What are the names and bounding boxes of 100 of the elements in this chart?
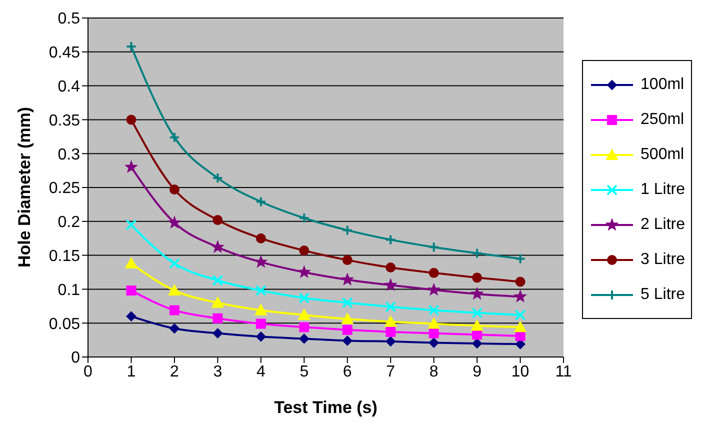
point — [125, 160, 138, 172]
x-tick-label: 7 — [386, 363, 396, 380]
point — [169, 324, 180, 334]
x-tick-label: 9 — [472, 363, 482, 380]
point — [299, 322, 310, 332]
point — [212, 296, 224, 308]
legend-label: 5 Litre — [640, 286, 685, 304]
point — [126, 219, 137, 230]
point — [255, 196, 266, 208]
point — [514, 309, 526, 320]
x-tick-label: 5 — [300, 363, 309, 380]
point — [385, 301, 396, 312]
x-tick-label: 2 — [170, 363, 180, 380]
x-tick-label: 8 — [429, 363, 438, 380]
point — [342, 255, 352, 266]
point — [470, 288, 484, 300]
point — [212, 313, 223, 324]
y-tick-label: 0.35 — [48, 112, 80, 130]
legend-label: 250ml — [640, 110, 684, 128]
legend-label: 1 Litre — [640, 180, 685, 198]
point — [125, 257, 138, 268]
point — [212, 172, 224, 184]
point — [472, 338, 482, 348]
y-tick-label: 0.3 — [58, 146, 80, 164]
point — [254, 304, 267, 316]
point — [472, 272, 482, 283]
point — [472, 248, 483, 259]
x-tick-label: 6 — [342, 363, 352, 380]
x-tick-label: 11 — [555, 363, 572, 380]
point — [472, 307, 483, 318]
point — [168, 258, 180, 269]
point — [341, 273, 354, 285]
legend-label: 2 Litre — [640, 216, 685, 234]
point — [428, 304, 440, 316]
y-tick-label: 0.15 — [48, 248, 80, 265]
legend-label: 3 Litre — [640, 250, 685, 268]
point — [254, 256, 268, 268]
y-axis-title: Hole Diameter (mm) — [15, 106, 34, 268]
point — [428, 338, 439, 348]
y-tick-label: 0.25 — [48, 180, 80, 198]
point — [386, 262, 396, 273]
point — [515, 330, 526, 341]
point — [298, 308, 310, 320]
point — [168, 132, 180, 143]
point — [255, 285, 266, 296]
y-tick-label: 0 — [71, 350, 80, 367]
point — [169, 305, 180, 316]
point — [168, 216, 181, 228]
point — [126, 114, 136, 125]
point — [212, 215, 223, 226]
y-tick-label: 0.2 — [58, 214, 80, 232]
point — [299, 246, 310, 256]
point — [515, 339, 526, 350]
point — [514, 321, 526, 332]
point — [514, 253, 526, 264]
point — [298, 292, 310, 304]
x-axis-title: Test Time (s) — [274, 398, 378, 417]
point — [386, 326, 396, 337]
y-tick-label: 0.5 — [58, 10, 80, 28]
point — [342, 336, 352, 346]
point — [169, 184, 180, 195]
x-tick-label: 3 — [213, 363, 222, 380]
point — [256, 233, 266, 244]
point — [212, 274, 224, 286]
x-tick-label: 0 — [84, 363, 93, 380]
point — [126, 40, 137, 52]
point — [341, 313, 354, 324]
point — [428, 242, 440, 253]
x-tick-label: 10 — [511, 363, 530, 380]
point — [471, 320, 484, 331]
x-tick-label: 1 — [126, 363, 136, 380]
point — [342, 324, 352, 335]
point — [126, 286, 136, 296]
point — [299, 334, 310, 344]
point — [342, 224, 353, 236]
point — [384, 278, 397, 290]
point — [298, 266, 310, 278]
point — [385, 234, 396, 246]
point — [428, 268, 439, 278]
point — [515, 276, 526, 287]
point — [342, 297, 353, 308]
y-tick-label: 0.4 — [58, 78, 80, 96]
point — [384, 316, 397, 327]
y-tick-label: 0.45 — [48, 44, 80, 62]
y-tick-label: 0.1 — [58, 282, 80, 299]
point — [212, 328, 223, 338]
legend-label: 500ml — [640, 146, 684, 164]
point — [514, 290, 526, 302]
point — [256, 332, 266, 342]
point — [428, 328, 439, 338]
point — [168, 284, 180, 296]
y-tick-label: 0.05 — [48, 316, 80, 333]
x-tick-label: 4 — [256, 363, 266, 380]
point — [298, 212, 310, 224]
point — [428, 318, 440, 329]
point — [428, 283, 440, 296]
legend-label: 100ml — [640, 76, 684, 94]
point — [212, 240, 224, 252]
point — [256, 318, 266, 329]
point — [126, 311, 136, 322]
